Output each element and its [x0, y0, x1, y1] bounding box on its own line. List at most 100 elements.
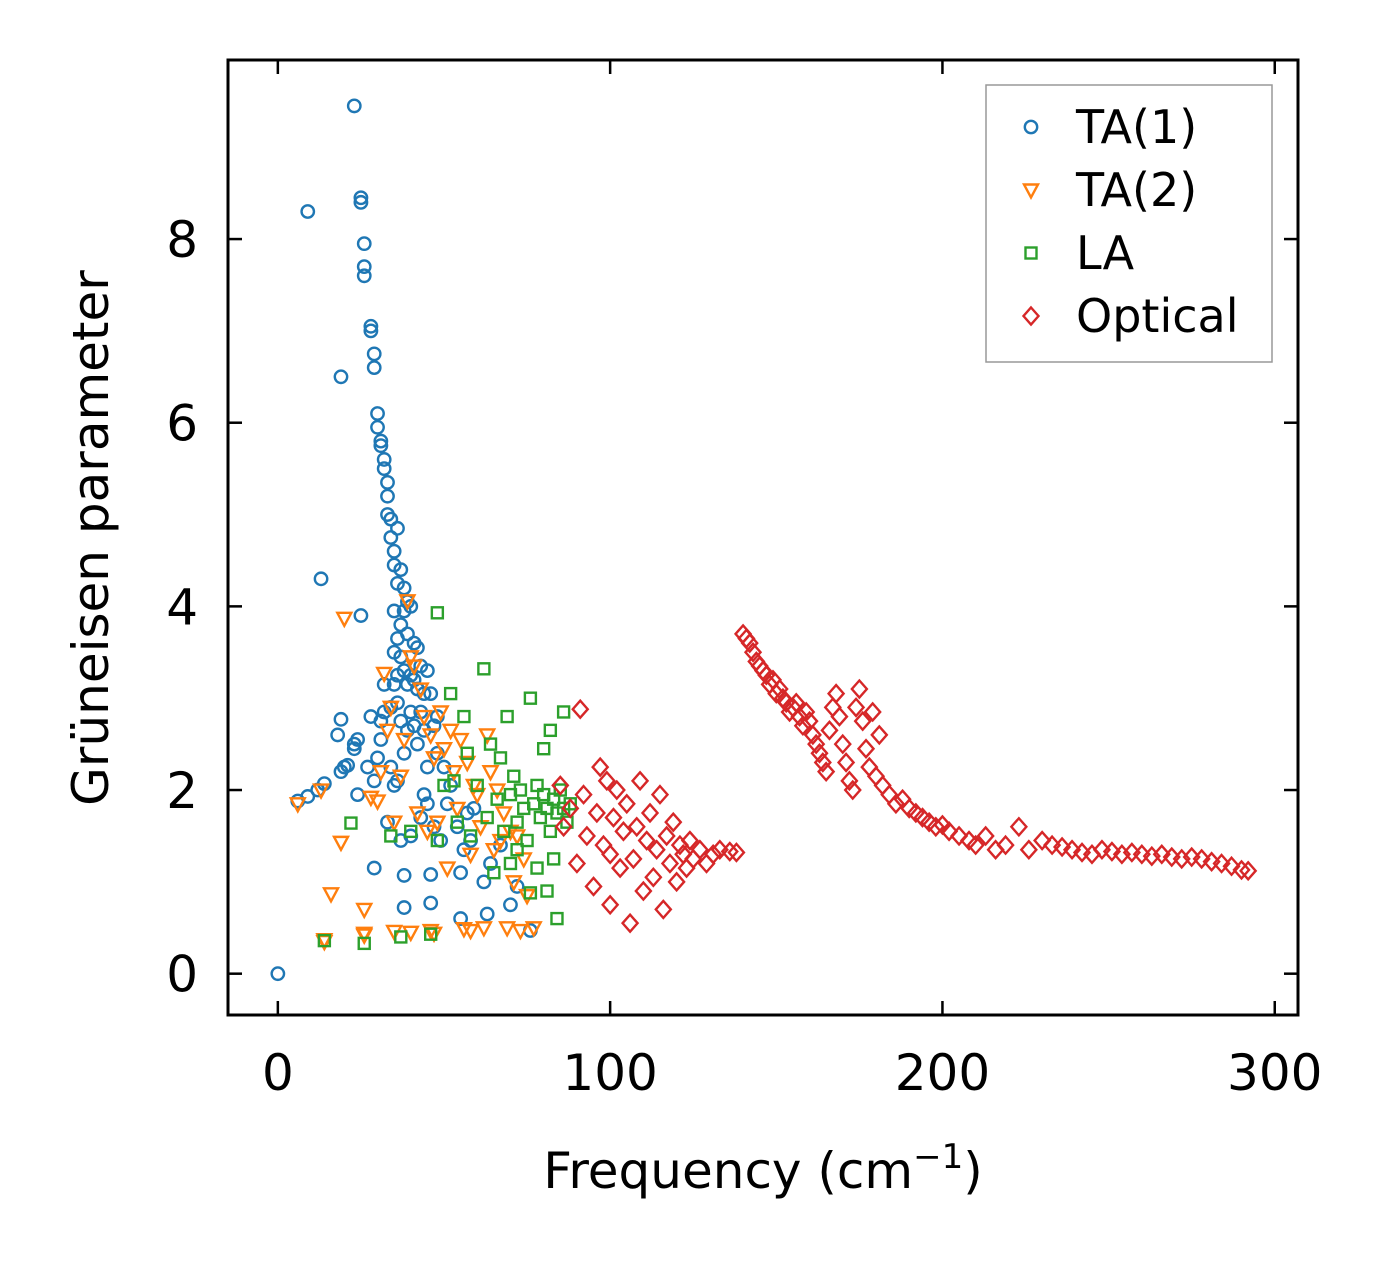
data-point — [428, 815, 447, 833]
data-point — [720, 841, 739, 862]
x-tick-label: 0 — [262, 1044, 294, 1102]
data-point — [357, 936, 371, 951]
data-point — [510, 843, 524, 857]
data-point — [470, 778, 484, 793]
data-point — [939, 821, 959, 842]
data-point — [843, 779, 862, 801]
data-point — [434, 742, 454, 759]
data-point — [460, 746, 474, 760]
data-point — [1009, 816, 1028, 838]
data-point — [551, 775, 570, 796]
data-point — [375, 666, 394, 684]
legend-label: TA(2) — [1075, 163, 1197, 217]
data-point — [461, 847, 480, 865]
data-point — [474, 921, 493, 938]
data-point — [1232, 859, 1251, 881]
data-point — [396, 868, 412, 883]
data-point — [384, 829, 398, 843]
data-point — [477, 662, 491, 676]
data-point — [416, 787, 432, 803]
data-point — [797, 701, 816, 723]
series-optical — [551, 623, 1258, 934]
data-point — [356, 236, 372, 252]
data-point — [1142, 845, 1161, 867]
data-point — [727, 842, 746, 863]
data-point — [807, 733, 826, 755]
data-point — [431, 705, 450, 723]
data-point — [511, 923, 530, 941]
data-point — [803, 724, 822, 746]
data-point — [484, 843, 503, 860]
data-point — [378, 723, 397, 741]
data-point — [518, 888, 537, 906]
data-point — [331, 835, 350, 853]
data-point — [1019, 839, 1038, 861]
data-point — [380, 488, 395, 504]
data-point — [680, 830, 699, 851]
data-point — [743, 641, 763, 663]
data-point — [366, 360, 382, 376]
data-point — [556, 705, 571, 719]
data-point — [1192, 848, 1211, 870]
data-point — [827, 683, 846, 704]
data-point — [1152, 843, 1171, 865]
data-point — [313, 571, 329, 587]
data-point — [350, 732, 365, 747]
data-point — [361, 790, 380, 808]
data-point — [630, 770, 650, 792]
data-point — [527, 797, 541, 811]
y-tick-label: 6 — [166, 395, 198, 453]
data-point — [597, 770, 616, 792]
data-point — [386, 603, 402, 619]
data-point — [1172, 848, 1191, 870]
data-point — [840, 770, 859, 792]
data-point — [833, 733, 852, 755]
data-point — [540, 884, 554, 898]
data-point — [504, 875, 523, 892]
data-point — [411, 682, 430, 700]
data-point — [340, 757, 356, 773]
data-point — [536, 742, 551, 756]
x-axis-label: Frequency (cm−1) — [543, 1137, 983, 1200]
data-point — [353, 194, 369, 210]
y-tick-label: 8 — [166, 211, 198, 269]
data-point — [996, 834, 1015, 856]
data-point — [627, 816, 646, 838]
data-point — [398, 594, 417, 611]
data-point — [966, 834, 985, 856]
data-point — [312, 783, 331, 801]
data-point — [550, 911, 564, 926]
data-point — [423, 686, 439, 702]
data-points — [270, 98, 1258, 982]
data-point — [419, 796, 435, 812]
data-point — [587, 802, 606, 824]
data-point — [513, 783, 528, 797]
data-point — [493, 751, 508, 765]
data-point — [483, 737, 498, 751]
data-point — [444, 764, 463, 782]
data-point — [333, 711, 349, 727]
data-point — [926, 816, 945, 838]
data-point — [856, 738, 876, 760]
plot-frame — [226, 58, 1300, 1017]
data-point — [300, 789, 316, 804]
data-point — [530, 861, 544, 875]
data-point — [810, 742, 829, 764]
axis-ticks: 0 100 200 300 0 2 4 6 8 — [166, 60, 1322, 1102]
legend-marker — [1021, 183, 1041, 201]
data-point — [335, 611, 354, 629]
data-point — [1239, 860, 1258, 882]
data-point — [370, 419, 385, 435]
data-point — [430, 606, 445, 620]
data-point — [451, 732, 470, 750]
data-point — [611, 857, 630, 879]
data-point — [453, 911, 469, 926]
data-point — [886, 793, 906, 815]
data-point — [355, 902, 374, 920]
data-point — [418, 824, 437, 842]
x-tick-label: 300 — [1227, 1044, 1322, 1102]
data-point — [830, 706, 849, 727]
data-point — [667, 871, 686, 893]
data-point — [1102, 841, 1122, 862]
data-point — [836, 752, 856, 773]
